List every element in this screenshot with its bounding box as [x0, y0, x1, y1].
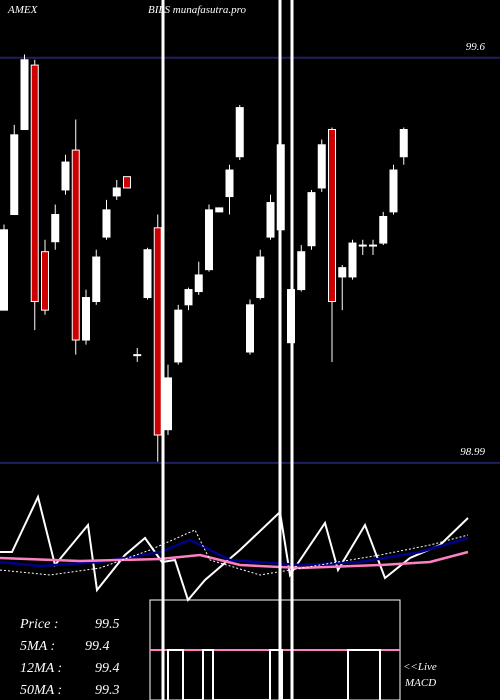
candle-body — [92, 256, 101, 303]
candle-body — [358, 244, 367, 247]
candle-body — [164, 377, 172, 431]
candle-body — [266, 202, 275, 238]
exchange-label: AMEX — [7, 4, 39, 16]
y-tick-label: 98.99 — [460, 446, 485, 458]
chart-title: BILS munafasutra.pro — [148, 4, 246, 16]
candle-body — [369, 244, 377, 247]
signal-line — [0, 536, 469, 568]
candle-body — [133, 354, 142, 357]
candle-body — [123, 176, 131, 189]
candle-body — [297, 251, 306, 291]
average-line — [0, 550, 469, 570]
candle-body — [112, 187, 121, 197]
info-value: 99.5 — [95, 617, 120, 632]
oscillator-line — [0, 494, 469, 603]
candle-body — [102, 209, 111, 238]
candle-body — [51, 214, 60, 243]
candle-body — [338, 267, 347, 278]
candle-body — [256, 256, 265, 299]
candle-body — [276, 144, 285, 231]
candle-body — [153, 227, 162, 436]
candle-body — [307, 192, 316, 247]
candle-body — [328, 129, 336, 303]
info-label: 5MA : — [20, 639, 55, 654]
candle-body — [71, 149, 80, 341]
candle-body — [82, 297, 90, 341]
candle-body — [61, 161, 70, 191]
y-tick-label: 99.6 — [466, 41, 486, 53]
candle-body — [10, 134, 19, 216]
candle-body — [30, 64, 39, 303]
dotted-line — [0, 529, 469, 576]
candle-body — [389, 169, 398, 213]
candle-body — [215, 207, 224, 213]
candle-body — [0, 229, 8, 311]
candle-body — [41, 251, 49, 311]
candle-body — [287, 289, 295, 344]
candle-body — [348, 242, 357, 278]
candle-body — [399, 129, 408, 158]
live-label: <<Live — [403, 661, 437, 673]
macd-steps — [167, 649, 381, 700]
info-value: 99.4 — [95, 661, 120, 676]
info-label: Price : — [19, 617, 58, 632]
info-label: 12MA : — [20, 661, 62, 676]
info-value: 99.4 — [85, 639, 110, 654]
candle-body — [235, 107, 244, 158]
indicator-label: MACD — [404, 677, 436, 689]
info-value: 99.3 — [95, 683, 120, 698]
candle-body — [205, 209, 213, 271]
candle-body — [194, 274, 203, 293]
candle-body — [174, 309, 183, 363]
candle-body — [20, 59, 29, 131]
candle-body — [225, 169, 234, 198]
lower-panel — [0, 0, 469, 700]
candle-body — [379, 216, 388, 244]
info-label: 50MA : — [20, 683, 62, 698]
candle-body — [246, 304, 254, 353]
candle-body — [317, 144, 326, 189]
candle-body — [143, 249, 152, 299]
candle-body — [184, 289, 193, 306]
